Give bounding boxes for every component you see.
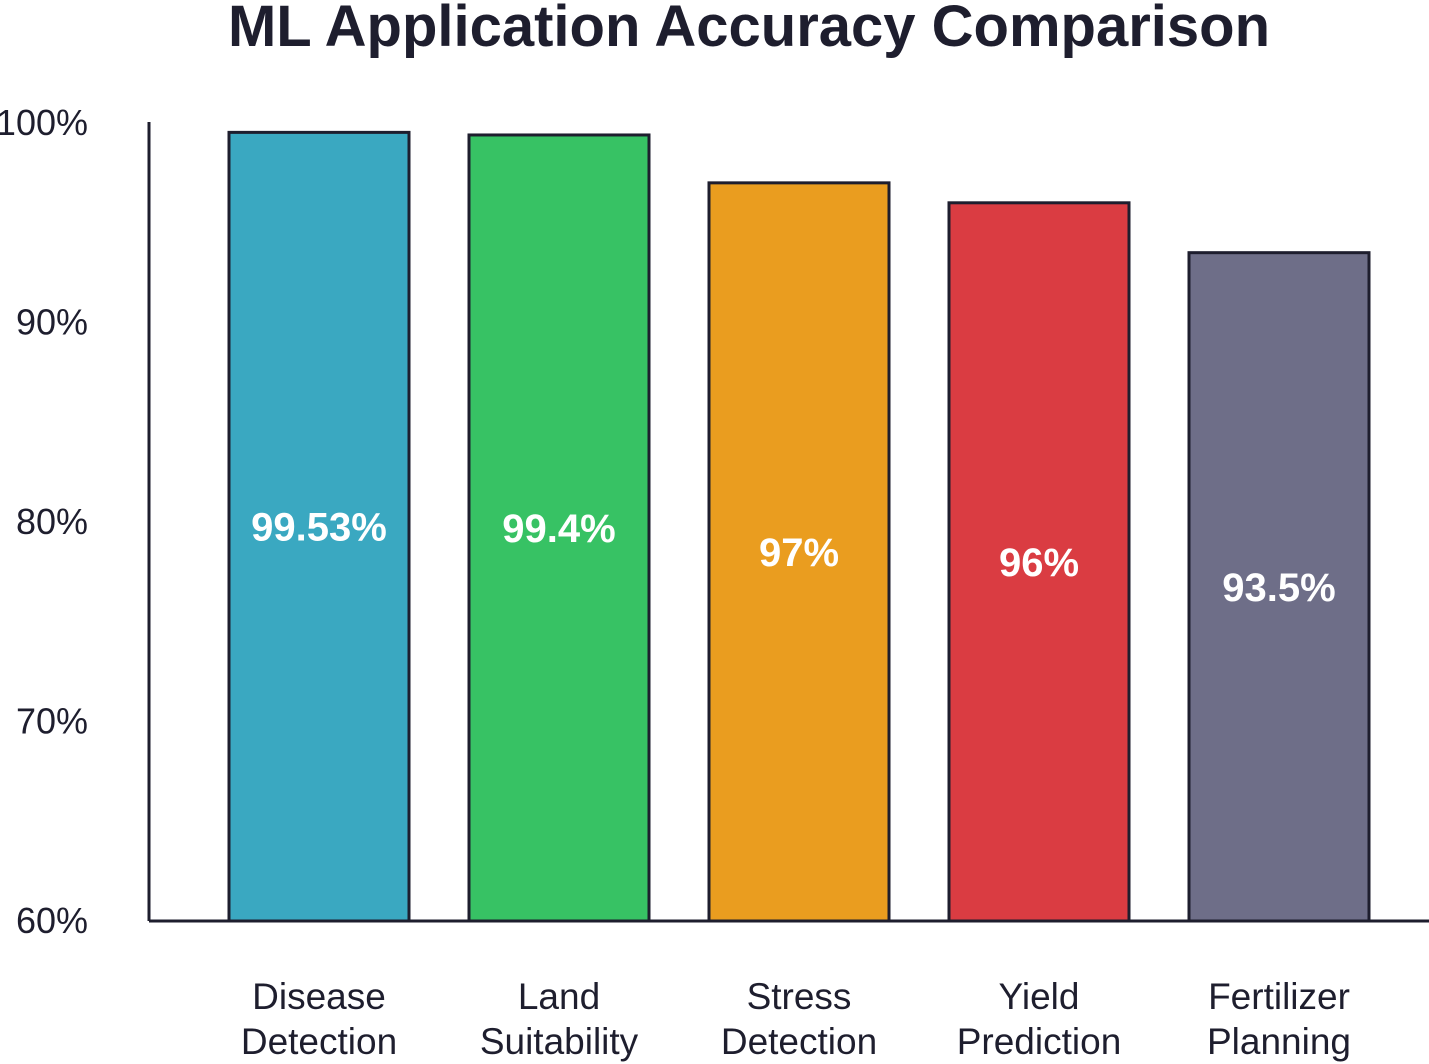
bar-value-label: 99.53% [251, 506, 387, 550]
bar [947, 201, 1131, 923]
x-tick-label: Stress [747, 976, 852, 1017]
x-axis-category-labels: DiseaseDetectionLandSuitabilityStressDet… [241, 976, 1351, 1062]
y-tick-label: 70% [16, 701, 88, 742]
bar [707, 181, 891, 923]
y-tick-label: 90% [16, 302, 88, 343]
x-tick-label: Prediction [957, 1021, 1122, 1062]
x-tick-label: Planning [1207, 1021, 1351, 1062]
bar-value-label: 99.4% [502, 507, 615, 551]
bar-value-label: 93.5% [1222, 566, 1335, 610]
x-tick-label: Detection [241, 1021, 397, 1062]
x-tick-label: Suitability [480, 1021, 639, 1062]
x-tick-label: Disease [252, 976, 386, 1017]
y-tick-label: 100% [0, 102, 88, 143]
x-tick-label: Yield [999, 976, 1080, 1017]
x-tick-label: Detection [721, 1021, 877, 1062]
chart-title: ML Application Accuracy Comparison [228, 0, 1270, 59]
x-tick-label: Land [518, 976, 600, 1017]
bar-value-label: 96% [999, 541, 1079, 585]
bar [1187, 251, 1371, 923]
y-axis-ticks: 100% 90% 80% 70% 60% [0, 102, 88, 941]
value-labels: 99.53% 99.4% 97% 96% 93.5% [251, 506, 1336, 610]
x-tick-label: Fertilizer [1208, 976, 1350, 1017]
y-tick-label: 60% [16, 900, 88, 941]
y-tick-label: 80% [16, 501, 88, 542]
bar [467, 133, 651, 923]
bar [227, 130, 411, 923]
axes [147, 122, 1429, 923]
bars [227, 130, 1371, 923]
bar-value-label: 97% [759, 531, 839, 575]
